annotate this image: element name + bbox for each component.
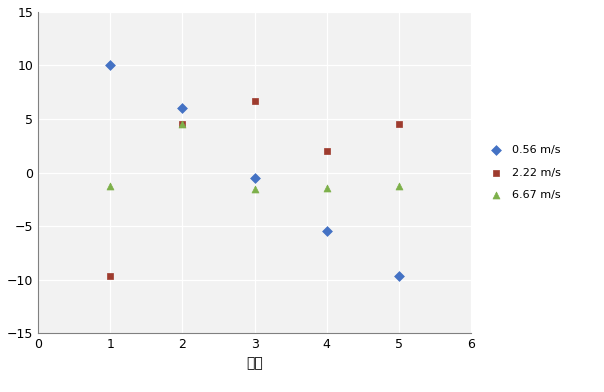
6.67 m/s [106, 183, 115, 190]
0.56 m/s [322, 228, 332, 234]
0.56 m/s [106, 62, 115, 69]
6.67 m/s [322, 184, 332, 191]
0.56 m/s [178, 105, 187, 111]
2.22 m/s [250, 98, 260, 104]
6.67 m/s [250, 185, 260, 192]
Legend: 0.56 m/s, 2.22 m/s, 6.67 m/s: 0.56 m/s, 2.22 m/s, 6.67 m/s [486, 145, 561, 200]
2.22 m/s [322, 148, 332, 154]
0.56 m/s [394, 273, 404, 279]
2.22 m/s [106, 273, 115, 279]
6.67 m/s [178, 121, 187, 127]
6.67 m/s [394, 183, 404, 190]
X-axis label: 지점: 지점 [246, 357, 263, 370]
2.22 m/s [394, 121, 404, 127]
2.22 m/s [178, 121, 187, 127]
0.56 m/s [250, 175, 260, 181]
